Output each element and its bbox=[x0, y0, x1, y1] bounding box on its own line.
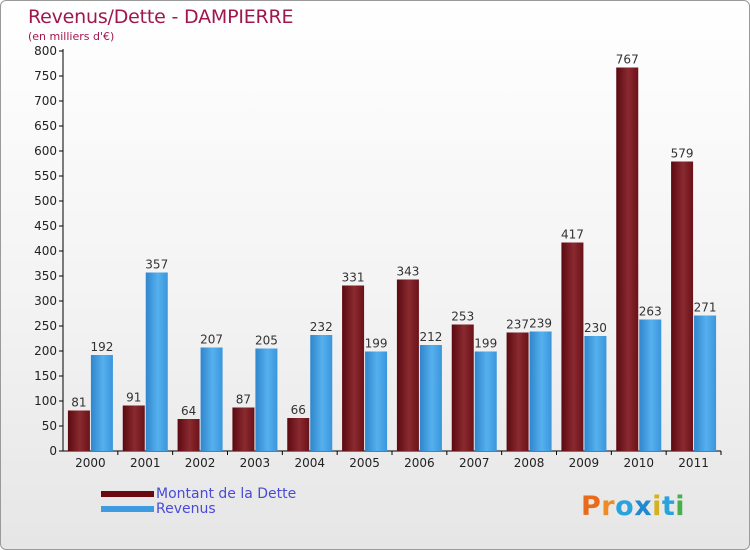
data-label-debt-2005: 331 bbox=[342, 271, 365, 285]
x-tick-label: 2001 bbox=[130, 456, 161, 470]
x-tick-label: 2004 bbox=[294, 456, 325, 470]
y-tick-label: 750 bbox=[34, 69, 57, 83]
chart-data-labels: 81 192 91 357 64 207 87 205 66 232 331 199 343 212 253… bbox=[71, 53, 716, 419]
bar-debt-2010 bbox=[616, 67, 639, 451]
bar-revenue-2006 bbox=[419, 345, 442, 451]
data-label-revenue-2005: 199 bbox=[365, 337, 388, 351]
data-label-revenue-2010: 263 bbox=[639, 305, 662, 319]
data-label-revenue-2007: 199 bbox=[474, 337, 497, 351]
bar-debt-2008 bbox=[506, 332, 529, 451]
x-tick-label: 2011 bbox=[678, 456, 709, 470]
proxiti-logo: Proxiti bbox=[581, 491, 685, 522]
logo-letter: r bbox=[601, 491, 616, 522]
logo-letter: i bbox=[652, 491, 662, 522]
bar-debt-2002 bbox=[177, 419, 200, 451]
data-label-debt-2004: 66 bbox=[291, 403, 306, 417]
data-label-debt-2009: 417 bbox=[561, 228, 584, 242]
bar-revenue-2007 bbox=[474, 351, 497, 451]
bar-debt-2000 bbox=[67, 410, 90, 451]
bar-revenue-2009 bbox=[584, 336, 607, 451]
data-label-revenue-2008: 239 bbox=[529, 317, 552, 331]
logo-letter: x bbox=[634, 491, 653, 522]
chart-subtitle: (en milliers d'€) bbox=[28, 30, 115, 43]
x-tick-label: 2009 bbox=[569, 456, 600, 470]
data-label-revenue-2009: 230 bbox=[584, 321, 607, 335]
x-tick-label: 2002 bbox=[185, 456, 216, 470]
data-label-revenue-2001: 357 bbox=[145, 258, 168, 272]
x-tick-label: 2003 bbox=[240, 456, 271, 470]
bar-revenue-2008 bbox=[529, 331, 552, 451]
bar-revenue-2000 bbox=[90, 355, 113, 451]
chart-axes: 0 50 100 150 200 250 300 350 400 450 500 550 600 650 7… bbox=[34, 44, 722, 470]
bar-revenue-2005 bbox=[365, 351, 388, 451]
y-tick-label: 0 bbox=[49, 444, 57, 458]
y-tick-label: 200 bbox=[34, 344, 57, 358]
data-label-debt-2010: 767 bbox=[616, 53, 639, 67]
data-label-debt-2006: 343 bbox=[396, 265, 419, 279]
bar-revenue-2002 bbox=[200, 347, 223, 451]
y-tick-label: 500 bbox=[34, 194, 57, 208]
bar-debt-2001 bbox=[122, 405, 145, 451]
chart-bars bbox=[67, 67, 717, 451]
data-label-debt-2011: 579 bbox=[671, 147, 694, 161]
bar-debt-2009 bbox=[561, 242, 584, 451]
x-tick-label: 2005 bbox=[349, 456, 380, 470]
bar-revenue-2011 bbox=[694, 315, 717, 451]
y-tick-label: 100 bbox=[34, 394, 57, 408]
x-tick-label: 2000 bbox=[75, 456, 106, 470]
data-label-revenue-2011: 271 bbox=[694, 301, 717, 315]
y-tick-label: 300 bbox=[34, 294, 57, 308]
y-tick-label: 450 bbox=[34, 219, 57, 233]
y-tick-label: 550 bbox=[34, 169, 57, 183]
y-tick-label: 150 bbox=[34, 369, 57, 383]
logo-letter: t bbox=[661, 491, 676, 522]
data-label-revenue-2006: 212 bbox=[419, 330, 442, 344]
bar-debt-2006 bbox=[396, 279, 419, 451]
bar-revenue-2001 bbox=[145, 272, 168, 451]
y-tick-label: 400 bbox=[34, 244, 57, 258]
data-label-debt-2003: 87 bbox=[236, 393, 251, 407]
legend-label-revenue: Revenus bbox=[156, 501, 216, 517]
y-tick-label: 700 bbox=[34, 94, 57, 108]
y-tick-label: 50 bbox=[42, 419, 57, 433]
x-tick-label: 2007 bbox=[459, 456, 490, 470]
bar-debt-2007 bbox=[451, 324, 474, 451]
legend-swatch-revenue bbox=[101, 506, 154, 512]
bar-revenue-2003 bbox=[255, 348, 278, 451]
y-tick-label: 350 bbox=[34, 269, 57, 283]
data-label-revenue-2000: 192 bbox=[90, 340, 113, 354]
bar-debt-2011 bbox=[671, 161, 694, 451]
bar-debt-2003 bbox=[232, 407, 255, 451]
y-tick-label: 250 bbox=[34, 319, 57, 333]
bar-revenue-2010 bbox=[639, 319, 662, 451]
data-label-debt-2007: 253 bbox=[451, 310, 474, 324]
x-tick-label: 2008 bbox=[514, 456, 545, 470]
legend-swatch-debt bbox=[101, 491, 154, 497]
data-label-debt-2000: 81 bbox=[71, 396, 86, 410]
logo-letter: i bbox=[675, 491, 686, 522]
logo-letter: P bbox=[581, 491, 602, 522]
y-tick-label: 800 bbox=[34, 44, 57, 58]
data-label-revenue-2003: 205 bbox=[255, 334, 278, 348]
chart-title: Revenus/Dette - DAMPIERRE bbox=[28, 6, 294, 28]
data-label-debt-2008: 237 bbox=[506, 318, 529, 332]
x-tick-label: 2006 bbox=[404, 456, 435, 470]
y-tick-label: 650 bbox=[34, 119, 57, 133]
bar-debt-2004 bbox=[287, 418, 310, 451]
logo-letter: o bbox=[615, 491, 635, 522]
legend-label-debt: Montant de la Dette bbox=[156, 486, 297, 502]
bar-debt-2005 bbox=[342, 285, 365, 451]
data-label-revenue-2002: 207 bbox=[200, 333, 223, 347]
y-tick-label: 600 bbox=[34, 144, 57, 158]
x-tick-label: 2010 bbox=[623, 456, 654, 470]
data-label-debt-2002: 64 bbox=[181, 404, 196, 418]
data-label-debt-2001: 91 bbox=[126, 391, 141, 405]
bar-revenue-2004 bbox=[310, 335, 333, 451]
data-label-revenue-2004: 232 bbox=[310, 320, 333, 334]
